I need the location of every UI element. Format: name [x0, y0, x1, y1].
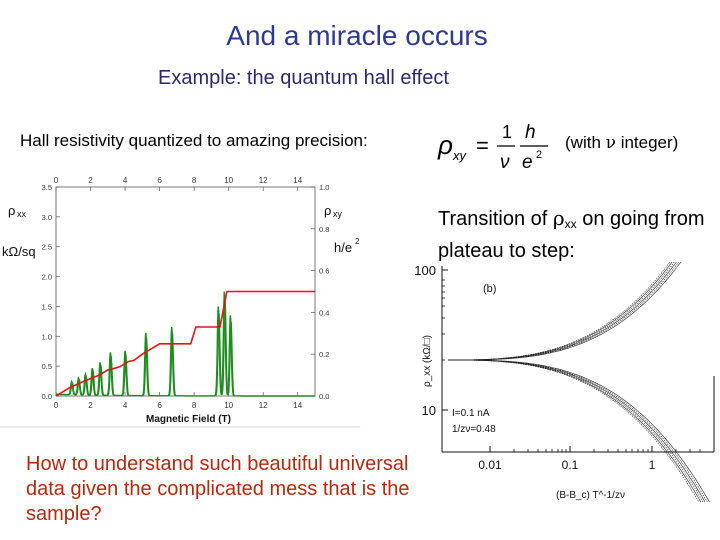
x-tick-label: 0 [54, 401, 59, 410]
y-right-tick-label: 0.6 [319, 267, 329, 276]
question-text: How to understand such beautiful univers… [26, 453, 410, 525]
y-right-tick-label: 0.0 [319, 392, 329, 401]
hall-formula: ρ xy = 1 ν h e 2 [437, 122, 548, 173]
right-axis-unit-sup: 2 [355, 237, 360, 246]
x-top-tick-label: 4 [123, 176, 128, 185]
y-left-tick-label: 3.5 [42, 183, 52, 192]
x-tick-label: 14 [293, 401, 302, 410]
x-tick-label: 12 [259, 401, 268, 410]
y-tick-label: 100 [414, 263, 436, 278]
x-top-tick-label: 10 [224, 176, 233, 185]
formula-num1: 1 [502, 122, 512, 142]
slide-subtitle: Example: the quantum hall effect [158, 67, 449, 89]
x-top-tick-label: 12 [259, 176, 268, 185]
left-axis-unit: kΩ/sq [2, 244, 36, 259]
y-left-tick-label: 2.0 [42, 273, 52, 282]
transition-text: Transition of ρxx on going from plateau … [438, 206, 705, 262]
x-tick-label: 2 [88, 401, 93, 410]
x-tick-label: 1 [649, 458, 656, 472]
slide-title: And a miracle occurs [226, 20, 488, 51]
left-axis-symbol: ρ [8, 203, 15, 218]
y-left-tick-label: 1.0 [42, 332, 52, 341]
formula-num2: h [525, 122, 536, 143]
y-left-tick-label: 1.5 [42, 302, 52, 311]
x-top-tick-label: 2 [88, 176, 93, 185]
x-axis-label: Magnetic Field (T) [146, 414, 231, 425]
upper-branch-curve [448, 262, 671, 361]
quantum-hall-plot: 0 0 2 2 4 4 6 6 8 8 10 10 12 12 14 14 0.0 0.5 1.0 1.5 2.0 2.5… [0, 176, 360, 428]
y-left-tick-label: 2.5 [42, 243, 52, 252]
x-top-tick-label: 8 [192, 176, 197, 185]
panel-label: (b) [483, 283, 496, 295]
lower-branch-curve [448, 359, 700, 502]
x-tick-label: 0.1 [562, 458, 579, 472]
upper-branch-curve [448, 262, 679, 361]
annotation-current: I=0.1 nA [452, 408, 490, 419]
x-axis-label: (B-B_c) T^-1/zν [556, 490, 625, 501]
lower-branch-curve [448, 359, 708, 502]
right-axis-symbol-sub: xy [333, 209, 343, 219]
scaling-plot: 10 100 0.01 0.1 1 (b) I=0.1 nA 1/zν=0.48 ρ_xx (k… [414, 262, 715, 502]
upper-branch-curve [448, 262, 675, 361]
right-axis-unit: h/e [334, 240, 352, 255]
x-tick-label: 6 [157, 401, 162, 410]
y-tick-label: 10 [422, 403, 436, 418]
x-top-tick-label: 6 [157, 176, 162, 185]
y-axis-label: ρ_xx (kΩ/□) [422, 335, 433, 387]
y-left-tick-label: 0.0 [42, 392, 52, 401]
y-right-tick-label: 0.4 [319, 308, 329, 317]
y-left-tick-label: 3.0 [42, 213, 52, 222]
formula-den2: e [522, 152, 533, 173]
right-axis-symbol: ρ [324, 203, 331, 218]
lower-branch-curve [448, 359, 702, 502]
y-left-tick-label: 0.5 [42, 362, 52, 371]
formula-equals: = [476, 133, 489, 158]
x-top-tick-label: 0 [54, 176, 59, 185]
formula-rho-sub: xy [452, 148, 468, 163]
hall-resistivity-text: Hall resistivity quantized to amazing pr… [20, 131, 368, 150]
left-axis-symbol-sub: xx [17, 209, 27, 219]
x-tick-label: 0.01 [478, 458, 502, 472]
y-right-tick-label: 1.0 [319, 183, 329, 192]
x-tick-label: 10 [224, 401, 233, 410]
formula-den2-sup: 2 [536, 149, 542, 161]
formula-den1: ν [500, 152, 510, 173]
upper-branch-curve [448, 262, 682, 361]
rho-xy-series [55, 290, 315, 397]
integer-note: (with ν integer) [565, 133, 679, 153]
lower-branch-curve [448, 359, 704, 502]
y-right-tick-label: 0.8 [319, 225, 329, 234]
rho-xx-series-trace2 [56, 299, 315, 397]
formula-rho: ρ [437, 130, 453, 160]
y-right-tick-label: 0.2 [319, 350, 329, 359]
x-tick-label: 8 [192, 401, 197, 410]
upper-branch-curve [448, 262, 673, 361]
x-tick-label: 4 [123, 401, 128, 410]
upper-branch-curve [448, 262, 677, 361]
annotation-exponent: 1/zν=0.48 [452, 424, 496, 435]
x-top-tick-label: 14 [293, 176, 302, 185]
